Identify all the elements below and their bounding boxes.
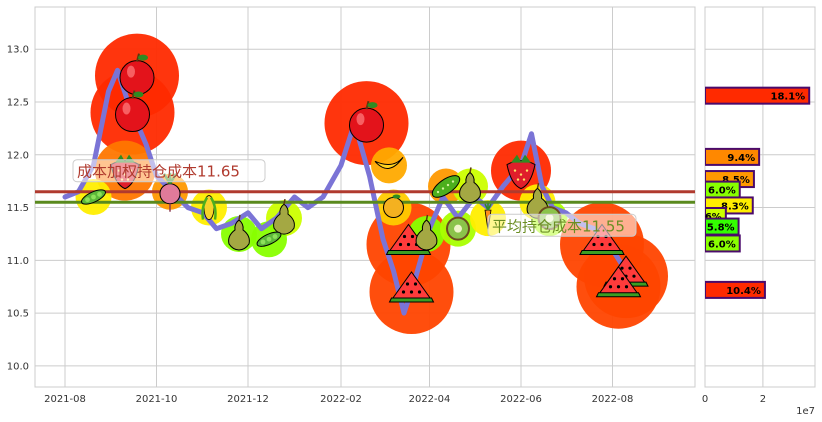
volume-bar — [705, 280, 766, 299]
side-x-offset-label: 1e7 — [796, 406, 815, 417]
volume-bar-label: 10.4% — [726, 286, 761, 297]
pear-icon — [228, 214, 250, 251]
cost-label-box — [487, 213, 637, 237]
side-x-tick-label: 2 — [760, 394, 766, 405]
corn-icon — [201, 195, 217, 220]
volume-bar-label: 8.5% — [722, 175, 750, 186]
volume-bar-label: 6.0% — [708, 186, 736, 197]
cost-label-box — [72, 159, 266, 183]
apple-icon — [115, 90, 150, 133]
strawberry-icon — [506, 154, 536, 190]
cost-lines — [35, 190, 695, 204]
main-axis-ticks: 2021-08 2021-10 2021-12 2022-02 2022-04 2022-… — [7, 45, 634, 405]
price-line — [62, 67, 644, 316]
kiwi-icon — [446, 216, 470, 241]
volume-bar — [705, 86, 811, 105]
y-tick-label: 13.0 — [7, 45, 29, 56]
x-tick-label: 2022-02 — [320, 394, 362, 405]
pear-icon — [415, 214, 438, 251]
volume-bar-label: 9.4% — [727, 153, 755, 164]
y-tick-label: 12.5 — [7, 98, 29, 109]
x-tick-label: 2021-12 — [227, 394, 269, 405]
x-tick-label: 2021-08 — [44, 394, 86, 405]
volume-bar-label: 5.8% — [707, 223, 735, 234]
pear-icon — [459, 167, 481, 203]
y-tick-label: 10.5 — [7, 309, 29, 320]
price-series — [62, 67, 644, 316]
y-tick-label: 12.0 — [7, 150, 29, 161]
y-tick-label: 10.0 — [7, 361, 29, 372]
volume-bar-label: 6.0% — [708, 239, 736, 250]
x-tick-label: 2022-08 — [592, 394, 634, 405]
volume-profile: 18.1%9.4%8.5%6.0%8.3%3.6%5.8%6.0%10.4% 0… — [694, 6, 816, 417]
banana-icon — [374, 157, 404, 169]
orange-icon — [383, 194, 404, 219]
cost-labels: 成本加权持仓成本11.65 平均持仓成本11.55 — [72, 159, 637, 237]
volume-bar — [705, 234, 741, 253]
x-tick-label: 2022-06 — [500, 394, 542, 405]
x-tick-label: 2021-10 — [136, 394, 178, 405]
apple-icon — [119, 53, 155, 96]
average-cost-label: 平均持仓成本11.55 — [492, 217, 625, 235]
side-x-tick-label: 0 — [702, 394, 708, 405]
apple-icon — [349, 100, 384, 143]
volume-bars: 18.1%9.4%8.5%6.0%8.3%3.6%5.8%6.0%10.4% — [694, 86, 811, 299]
x-tick-label: 2022-04 — [409, 394, 451, 405]
volume-bar-label: 8.3% — [721, 201, 749, 212]
pea-pod-icon — [81, 189, 106, 205]
peas-icon — [256, 231, 282, 247]
y-tick-label: 11.5 — [7, 203, 29, 214]
watermelon-icon — [595, 265, 642, 298]
y-tick-label: 11.0 — [7, 256, 29, 267]
volume-bar — [705, 147, 761, 166]
cucumber-icon — [431, 175, 461, 198]
pear-icon — [273, 198, 295, 235]
volume-bar-label: 18.1% — [771, 92, 806, 103]
volume-bar-label: 3.6% — [694, 212, 722, 223]
side-axis-ticks: 0 2 1e7 — [702, 394, 815, 417]
watermelon-icon — [579, 223, 625, 255]
weighted-cost-label: 成本加权持仓成本11.65 — [77, 163, 240, 181]
watermelon-icon — [388, 271, 435, 303]
